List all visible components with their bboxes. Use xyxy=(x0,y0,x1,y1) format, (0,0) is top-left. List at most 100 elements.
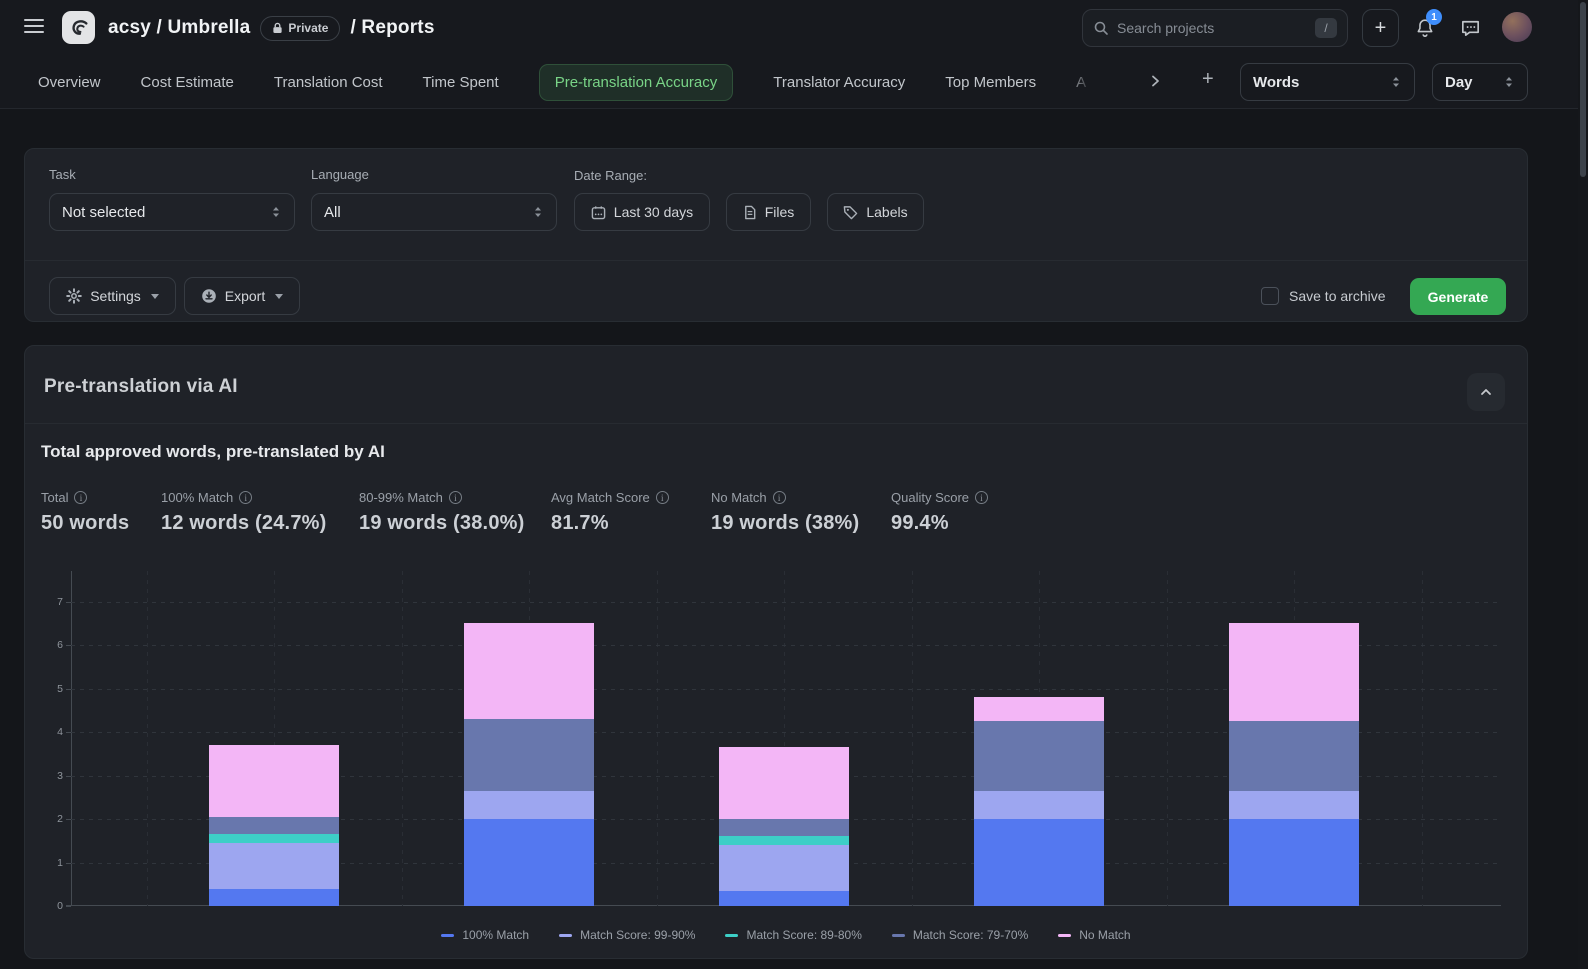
tab-overview[interactable]: Overview xyxy=(38,74,101,91)
date-range-button[interactable]: Last 30 days xyxy=(574,193,710,231)
page-scrollbar-thumb[interactable] xyxy=(1580,2,1586,177)
bar-segment-match-score-79-70-bar4[interactable] xyxy=(974,721,1104,791)
export-button[interactable]: Export xyxy=(184,277,300,315)
bar-segment-100-match-bar1[interactable] xyxy=(209,889,339,906)
legend-item-match-score-79-70[interactable]: Match Score: 79-70% xyxy=(892,928,1028,942)
stacked-bar-chart: 01234567 xyxy=(71,571,1501,906)
bar-segment-match-score-99-90-bar3[interactable] xyxy=(719,845,849,891)
stat-total: Totali50 words xyxy=(41,490,129,535)
search-box[interactable]: / xyxy=(1082,9,1348,47)
bar-segment-no-match-bar3[interactable] xyxy=(719,747,849,819)
notification-count-badge: 1 xyxy=(1426,9,1442,25)
app-root: acsy / Umbrella Private / Reports / + xyxy=(0,0,1588,969)
search-input[interactable] xyxy=(1117,20,1307,36)
settings-button[interactable]: Settings xyxy=(49,277,176,315)
bar-segment-100-match-bar5[interactable] xyxy=(1229,819,1359,906)
tab-truncated[interactable]: A xyxy=(1076,74,1092,91)
legend-item-match-score-99-90[interactable]: Match Score: 99-90% xyxy=(559,928,695,942)
y-tick-mark xyxy=(66,906,71,907)
generate-button[interactable]: Generate xyxy=(1410,278,1506,315)
info-icon[interactable]: i xyxy=(975,491,988,504)
bar-segment-100-match-bar4[interactable] xyxy=(974,819,1104,906)
info-icon[interactable]: i xyxy=(74,491,87,504)
y-tick-mark xyxy=(66,602,71,603)
info-icon[interactable]: i xyxy=(773,491,786,504)
tab-translation-cost[interactable]: Translation Cost xyxy=(274,74,383,91)
task-select-value: Not selected xyxy=(62,204,145,221)
bar-segment-no-match-bar5[interactable] xyxy=(1229,623,1359,721)
tag-icon xyxy=(843,205,858,220)
messages-button[interactable] xyxy=(1459,16,1482,39)
page-scrollbar-track[interactable] xyxy=(1578,0,1588,969)
date-range-value: Last 30 days xyxy=(614,204,693,220)
info-icon[interactable]: i xyxy=(656,491,669,504)
bar-segment-100-match-bar3[interactable] xyxy=(719,891,849,906)
tab-top-members[interactable]: Top Members xyxy=(945,74,1036,91)
legend-item-100-match[interactable]: 100% Match xyxy=(441,928,529,942)
vertical-gridline xyxy=(912,571,913,906)
legend-item-no-match[interactable]: No Match xyxy=(1058,928,1130,942)
y-tick-label: 5 xyxy=(33,683,63,695)
info-icon[interactable]: i xyxy=(239,491,252,504)
caret-down-icon xyxy=(151,294,159,299)
hamburger-menu-icon[interactable] xyxy=(24,19,44,35)
tab-translator-accuracy[interactable]: Translator Accuracy xyxy=(773,74,905,91)
legend-color-dash xyxy=(725,934,738,937)
tab-time-spent[interactable]: Time Spent xyxy=(423,74,499,91)
bar-segment-match-score-79-70-bar3[interactable] xyxy=(719,819,849,836)
stat-label: 100% Matchi xyxy=(161,490,327,505)
bar-segment-match-score-99-90-bar4[interactable] xyxy=(974,791,1104,819)
y-tick-label: 0 xyxy=(33,900,63,912)
top-header: acsy / Umbrella Private / Reports / + xyxy=(0,0,1588,56)
legend-label: Match Score: 89-80% xyxy=(746,928,861,942)
vertical-gridline xyxy=(147,571,148,906)
save-to-archive-checkbox[interactable] xyxy=(1261,287,1279,305)
bar-segment-100-match-bar2[interactable] xyxy=(464,819,594,906)
create-project-button[interactable]: + xyxy=(1362,9,1399,47)
stat-no-match: No Matchi19 words (38%) xyxy=(711,490,859,535)
chart-title: Total approved words, pre-translated by … xyxy=(41,442,385,462)
language-label: Language xyxy=(311,167,369,182)
info-icon[interactable]: i xyxy=(449,491,462,504)
bar-segment-match-score-79-70-bar1[interactable] xyxy=(209,817,339,834)
tab-cost-estimate[interactable]: Cost Estimate xyxy=(141,74,234,91)
vertical-gridline xyxy=(402,571,403,906)
labels-filter-button[interactable]: Labels xyxy=(827,193,924,231)
updown-arrows-icon xyxy=(1390,75,1402,89)
user-avatar[interactable] xyxy=(1502,12,1532,42)
bar-segment-no-match-bar2[interactable] xyxy=(464,623,594,719)
app-logo[interactable] xyxy=(62,11,95,44)
panel-divider xyxy=(25,423,1527,424)
files-filter-button[interactable]: Files xyxy=(726,193,811,231)
bar-segment-match-score-89-80-bar1[interactable] xyxy=(209,834,339,843)
tab-pre-translation-accuracy[interactable]: Pre-translation Accuracy xyxy=(539,64,734,101)
download-circle-icon xyxy=(201,288,217,304)
collapse-panel-button[interactable] xyxy=(1467,373,1505,411)
breadcrumb-project[interactable]: acsy / Umbrella xyxy=(108,17,250,39)
unit-select[interactable]: Words xyxy=(1240,63,1415,101)
file-icon xyxy=(743,205,757,220)
updown-arrows-icon xyxy=(270,205,282,219)
stat-label: No Matchi xyxy=(711,490,859,505)
y-tick-label: 1 xyxy=(33,857,63,869)
bar-segment-match-score-99-90-bar5[interactable] xyxy=(1229,791,1359,819)
legend-label: Match Score: 99-90% xyxy=(580,928,695,942)
bar-segment-match-score-99-90-bar2[interactable] xyxy=(464,791,594,819)
period-select[interactable]: Day xyxy=(1432,63,1528,101)
task-select[interactable]: Not selected xyxy=(49,193,295,231)
language-select[interactable]: All xyxy=(311,193,557,231)
legend-item-match-score-89-80[interactable]: Match Score: 89-80% xyxy=(725,928,861,942)
bar-segment-no-match-bar1[interactable] xyxy=(209,745,339,817)
bar-segment-no-match-bar4[interactable] xyxy=(974,697,1104,721)
tabs-scroll-right-button[interactable] xyxy=(1147,73,1163,89)
notifications-bell[interactable]: 1 xyxy=(1414,16,1436,39)
chevron-up-icon xyxy=(1478,384,1494,400)
bar-segment-match-score-79-70-bar2[interactable] xyxy=(464,719,594,791)
bar-segment-match-score-79-70-bar5[interactable] xyxy=(1229,721,1359,791)
export-button-label: Export xyxy=(225,288,265,304)
bar-segment-match-score-99-90-bar1[interactable] xyxy=(209,843,339,889)
vertical-gridline xyxy=(1422,571,1423,906)
calendar-icon xyxy=(591,205,606,220)
add-tab-button[interactable]: + xyxy=(1202,68,1214,91)
bar-segment-match-score-89-80-bar3[interactable] xyxy=(719,836,849,845)
